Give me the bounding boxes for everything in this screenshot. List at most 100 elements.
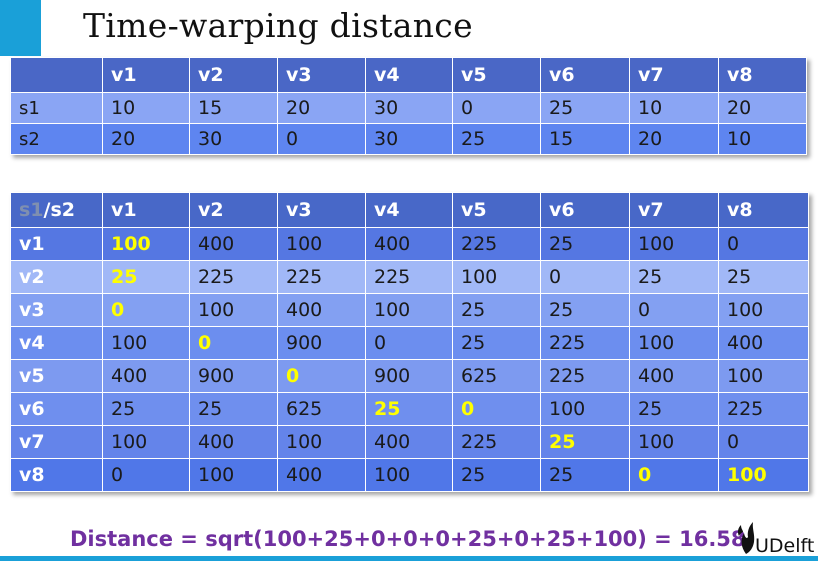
matrix-row-label: v7 [10, 425, 103, 459]
sequence-header-row: v1 v2 v3 v4 v5 v6 v7 v8 [10, 57, 807, 93]
matrix-cell: 25 [540, 293, 630, 327]
matrix-cell: 225 [540, 359, 630, 393]
sequence-header-v7: v7 [629, 57, 719, 93]
matrix-row: v2 25 225 225 225 100 0 25 25 [10, 260, 809, 294]
matrix-cell: 400 [277, 293, 366, 327]
matrix-cell: 25 [718, 260, 809, 294]
sequence-header-v5: v5 [452, 57, 541, 93]
sequence-cell: 30 [189, 123, 278, 155]
matrix-row-label: v4 [10, 326, 103, 360]
matrix-cell: 25 [102, 392, 190, 426]
warping-path-cell: 0 [189, 326, 278, 360]
matrix-cell: 100 [718, 293, 809, 327]
sequence-row-label: s2 [10, 123, 103, 155]
matrix-cell: 400 [629, 359, 719, 393]
matrix-cell: 0 [718, 227, 809, 261]
matrix-column-header: v3 [277, 192, 366, 228]
matrix-row: v3 0 100 400 100 25 25 0 100 [10, 293, 809, 327]
sequence-values-table: v1 v2 v3 v4 v5 v6 v7 v8 s1 10 15 20 30 0… [10, 57, 807, 155]
sequence-cell: 20 [629, 123, 719, 155]
distance-matrix-table: s1/s2 v1 v2 v3 v4 v5 v6 v7 v8 v1 100 400 100 400 225 25… [10, 192, 809, 492]
corner-s1-label: s1 [19, 199, 44, 221]
matrix-cell: 400 [718, 326, 809, 360]
matrix-row-label: v6 [10, 392, 103, 426]
matrix-cell: 0 [718, 425, 809, 459]
matrix-column-header: v4 [365, 192, 453, 228]
matrix-cell: 0 [629, 293, 719, 327]
matrix-cell: 100 [277, 227, 366, 261]
matrix-cell: 100 [189, 458, 278, 492]
matrix-cell: 400 [365, 425, 453, 459]
matrix-cell: 225 [277, 260, 366, 294]
matrix-cell: 25 [629, 260, 719, 294]
matrix-column-header: v1 [102, 192, 190, 228]
matrix-cell: 100 [189, 293, 278, 327]
matrix-cell: 25 [540, 227, 630, 261]
matrix-cell: 400 [189, 425, 278, 459]
matrix-cell: 25 [189, 392, 278, 426]
matrix-cell: 400 [189, 227, 278, 261]
warping-path-cell: 0 [452, 392, 541, 426]
matrix-cell: 100 [102, 425, 190, 459]
matrix-cell: 0 [102, 458, 190, 492]
sequence-cell: 20 [102, 123, 190, 155]
matrix-cell: 25 [452, 458, 541, 492]
matrix-cell: 900 [277, 326, 366, 360]
flame-icon [737, 522, 755, 554]
sequence-row-s1: s1 10 15 20 30 0 25 10 20 [10, 92, 807, 124]
distance-formula: Distance = sqrt(100+25+0+0+0+25+0+25+100… [70, 527, 746, 551]
matrix-cell: 100 [102, 326, 190, 360]
matrix-cell: 400 [102, 359, 190, 393]
matrix-cell: 225 [452, 425, 541, 459]
matrix-cell: 100 [718, 359, 809, 393]
matrix-cell: 625 [277, 392, 366, 426]
sequence-header-v6: v6 [540, 57, 630, 93]
sequence-cell: 15 [189, 92, 278, 124]
sequence-row-label: s1 [10, 92, 103, 124]
sequence-cell: 30 [365, 92, 453, 124]
sequence-cell: 10 [102, 92, 190, 124]
sequence-cell: 30 [365, 123, 453, 155]
warping-path-cell: 100 [718, 458, 809, 492]
matrix-cell: 100 [629, 227, 719, 261]
matrix-row: v1 100 400 100 400 225 25 100 0 [10, 227, 809, 261]
matrix-corner-label: s1/s2 [10, 192, 103, 228]
matrix-column-header: v6 [540, 192, 630, 228]
matrix-cell: 400 [277, 458, 366, 492]
sequence-cell: 15 [540, 123, 630, 155]
accent-bar [0, 0, 41, 56]
matrix-column-header: v8 [718, 192, 809, 228]
matrix-row-label: v8 [10, 458, 103, 492]
matrix-row: v5 400 900 0 900 625 225 400 100 [10, 359, 809, 393]
matrix-cell: 100 [540, 392, 630, 426]
matrix-row: v7 100 400 100 400 225 25 100 0 [10, 425, 809, 459]
tudelft-logo: UDelft [735, 520, 815, 558]
bottom-accent-line [0, 556, 818, 561]
sequence-header-v8: v8 [718, 57, 807, 93]
sequence-header-corner [10, 57, 103, 93]
corner-s2-label: /s2 [43, 199, 75, 221]
matrix-row-label: v3 [10, 293, 103, 327]
sequence-header-v3: v3 [277, 57, 366, 93]
matrix-row-label: v2 [10, 260, 103, 294]
sequence-row-s2: s2 20 30 0 30 25 15 20 10 [10, 123, 807, 155]
matrix-cell: 625 [452, 359, 541, 393]
matrix-cell: 100 [277, 425, 366, 459]
matrix-row: v4 100 0 900 0 25 225 100 400 [10, 326, 809, 360]
sequence-cell: 10 [629, 92, 719, 124]
warping-path-cell: 25 [102, 260, 190, 294]
matrix-column-header: v7 [629, 192, 719, 228]
matrix-header-row: s1/s2 v1 v2 v3 v4 v5 v6 v7 v8 [10, 192, 809, 228]
matrix-cell: 25 [452, 293, 541, 327]
warping-path-cell: 0 [102, 293, 190, 327]
matrix-cell: 0 [365, 326, 453, 360]
matrix-cell: 100 [365, 293, 453, 327]
warping-path-cell: 25 [540, 425, 630, 459]
sequence-header-v4: v4 [365, 57, 453, 93]
matrix-column-header: v2 [189, 192, 278, 228]
matrix-row-label: v1 [10, 227, 103, 261]
matrix-cell: 100 [452, 260, 541, 294]
sequence-header-v2: v2 [189, 57, 278, 93]
matrix-cell: 225 [189, 260, 278, 294]
sequence-cell: 20 [277, 92, 366, 124]
